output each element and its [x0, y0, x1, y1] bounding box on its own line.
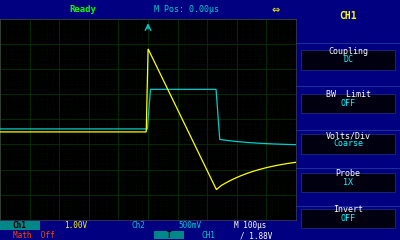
Text: CH1: CH1: [339, 11, 357, 21]
Text: OFF: OFF: [340, 99, 356, 108]
Text: M Pos: 0.00µs: M Pos: 0.00µs: [154, 5, 219, 14]
FancyBboxPatch shape: [301, 209, 395, 228]
Text: BW  Limit: BW Limit: [326, 90, 370, 99]
Text: Ch1: Ch1: [12, 221, 26, 230]
Text: Invert: Invert: [333, 205, 363, 215]
FancyBboxPatch shape: [301, 50, 395, 70]
Text: DC: DC: [343, 55, 353, 65]
FancyBboxPatch shape: [301, 173, 395, 192]
Text: ⇔: ⇔: [271, 5, 279, 15]
Text: CH1: CH1: [201, 231, 215, 240]
Text: Ch2: Ch2: [131, 221, 145, 230]
FancyBboxPatch shape: [301, 134, 395, 154]
Text: Coarse: Coarse: [333, 139, 363, 149]
Text: 500mV: 500mV: [178, 221, 202, 230]
Text: / 1.88V: / 1.88V: [240, 231, 272, 240]
Text: Math  Off: Math Off: [13, 231, 55, 240]
Text: M 100µs: M 100µs: [234, 221, 266, 230]
Text: 1X: 1X: [343, 178, 353, 187]
Text: Coupling: Coupling: [328, 47, 368, 56]
Text: 1.00V: 1.00V: [64, 221, 88, 230]
FancyBboxPatch shape: [301, 94, 395, 113]
Text: T: T: [166, 231, 171, 240]
Text: Probe: Probe: [336, 169, 360, 179]
FancyBboxPatch shape: [154, 231, 184, 239]
Text: Volts/Div: Volts/Div: [326, 131, 370, 140]
FancyBboxPatch shape: [0, 221, 40, 230]
Text: Ready: Ready: [70, 5, 96, 14]
Text: OFF: OFF: [340, 214, 356, 223]
